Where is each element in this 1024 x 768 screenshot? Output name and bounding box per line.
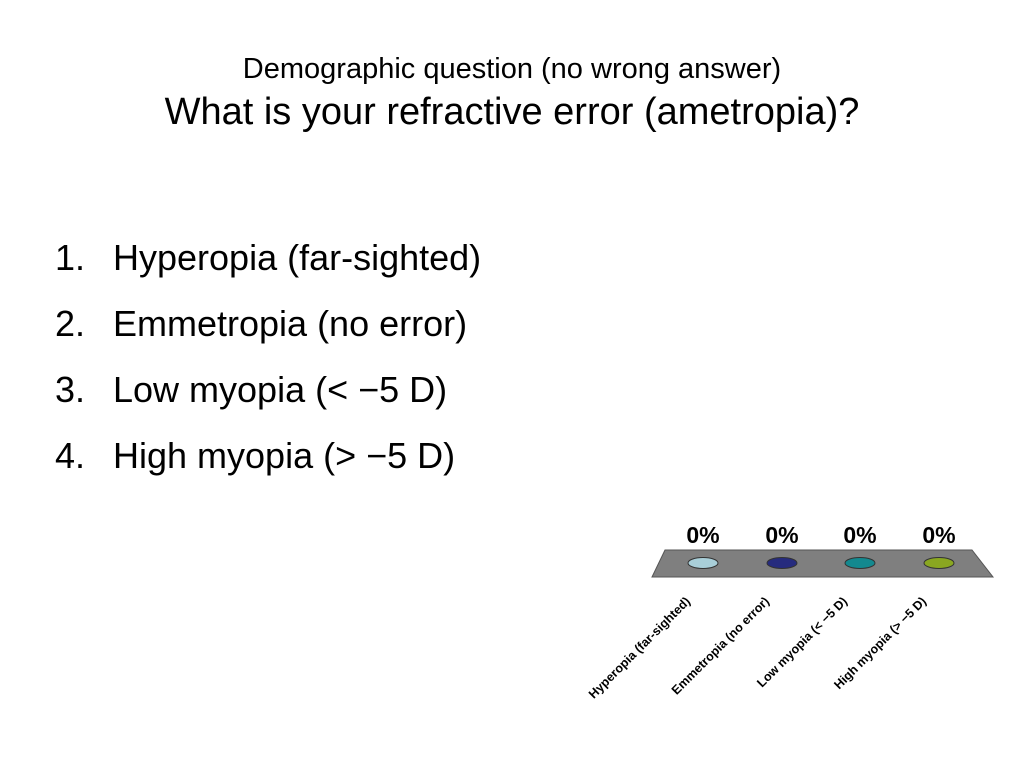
bar-cap-1 <box>687 557 719 569</box>
option-label: High myopia (> −5 D) <box>113 435 456 476</box>
answer-option: 2. Emmetropia (no error) <box>55 291 481 357</box>
option-label: Low myopia (< −5 D) <box>113 369 448 410</box>
slide-title: Demographic question (no wrong answer) W… <box>0 52 1024 136</box>
bar-cap-4 <box>923 557 955 569</box>
option-number: 2. <box>55 303 86 344</box>
value-label-2: 0% <box>765 522 798 548</box>
value-label-1: 0% <box>686 522 719 548</box>
option-number: 3. <box>55 369 86 410</box>
value-label-3: 0% <box>843 522 876 548</box>
answer-option: 1. Hyperopia (far-sighted) <box>55 225 481 291</box>
answer-option: 3. Low myopia (< −5 D) <box>55 357 481 423</box>
slide-subtitle: Demographic question (no wrong answer) <box>242 53 782 85</box>
option-label: Emmetropia (no error) <box>113 303 468 344</box>
chart-floor <box>651 549 995 578</box>
answer-option: 4. High myopia (> −5 D) <box>55 423 481 489</box>
option-number: 1. <box>55 237 86 278</box>
bar-cap-2 <box>766 557 798 569</box>
slide-heading: What is your refractive error (ametropia… <box>164 91 860 133</box>
category-label-3: Low myopia (< −5 D) <box>754 594 850 690</box>
answer-options-list: 1. Hyperopia (far-sighted) 2. Emmetropia… <box>55 225 481 489</box>
bar-cap-3 <box>844 557 876 569</box>
category-label-4: High myopia (> −5 D) <box>831 594 929 692</box>
option-number: 4. <box>55 435 86 476</box>
value-label-4: 0% <box>922 522 955 548</box>
option-label: Hyperopia (far-sighted) <box>113 237 482 278</box>
